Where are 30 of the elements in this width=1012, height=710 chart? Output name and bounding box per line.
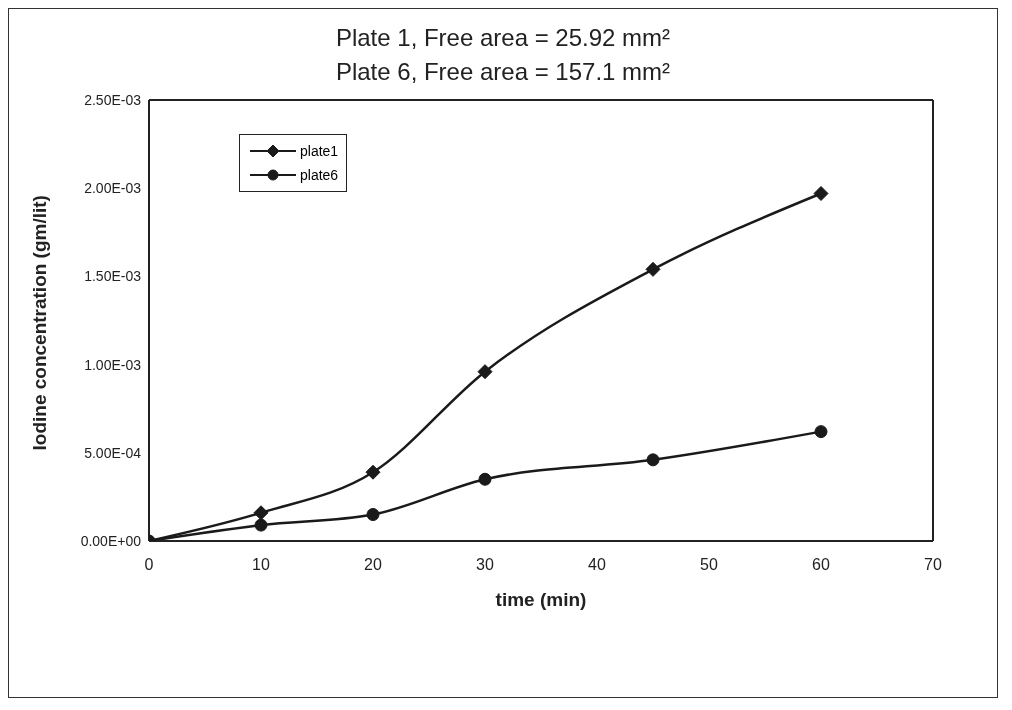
point bbox=[813, 185, 829, 201]
x-tick-label: 0 bbox=[144, 556, 154, 574]
point bbox=[477, 364, 493, 380]
x-tick-label: 20 bbox=[364, 556, 382, 574]
y-tick-label: 0.00E+00 bbox=[80, 532, 142, 549]
x-tick-label: 30 bbox=[476, 556, 494, 574]
point bbox=[254, 518, 268, 532]
point bbox=[646, 453, 660, 467]
y-tick-label: 5.00E-04 bbox=[84, 444, 142, 461]
y-tick-label: 2.00E-03 bbox=[84, 180, 142, 197]
y-tick-label: 1.50E-03 bbox=[84, 268, 142, 285]
x-tick-label: 50 bbox=[700, 556, 718, 574]
x-tick-label: 10 bbox=[252, 556, 270, 574]
point bbox=[478, 472, 492, 486]
legend-label: plate1 bbox=[300, 143, 339, 159]
x-tick-label: 60 bbox=[812, 556, 830, 574]
point bbox=[366, 508, 380, 522]
x-tick-label: 70 bbox=[924, 556, 942, 574]
point bbox=[253, 505, 269, 521]
y-tick-label: 1.00E-03 bbox=[84, 356, 142, 373]
x-tick-label: 40 bbox=[588, 556, 606, 574]
legend-label: plate6 bbox=[300, 167, 339, 183]
x-axis-title: time (min) bbox=[495, 589, 587, 610]
point bbox=[365, 464, 381, 480]
chart-title: Plate 1, Free area = 25.92 mm² bbox=[334, 23, 672, 53]
chart-subtitle: Plate 6, Free area = 157.1 mm² bbox=[334, 57, 672, 87]
point bbox=[645, 261, 661, 277]
point bbox=[814, 425, 828, 439]
y-tick-label: 2.50E-03 bbox=[84, 91, 142, 108]
y-axis-title: Iodine concentration (gm/lit) bbox=[28, 195, 50, 451]
